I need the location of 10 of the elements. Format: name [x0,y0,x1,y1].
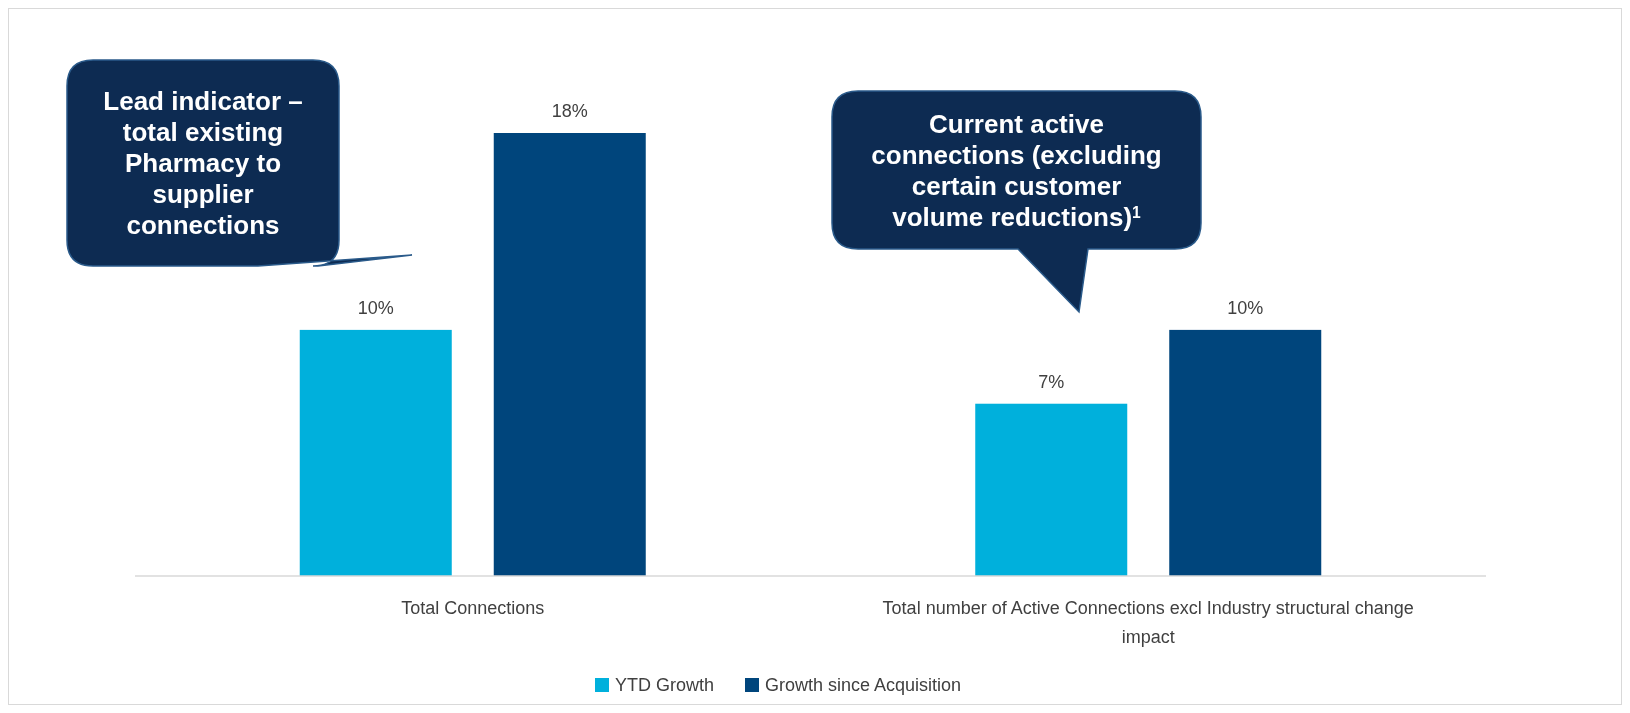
x-tick-label: Total number of Active Connections excl Industry structural change impact [882,598,1414,647]
data-label: 7% [1038,371,1065,392]
legend-label: Growth since Acquisition [765,675,962,695]
data-label: 10% [1227,297,1264,318]
data-label: 10% [357,297,394,318]
legend-label: YTD Growth [615,675,715,695]
data-label: 18% [551,101,588,121]
x-tick-label: Total Connections [401,598,545,618]
annotation: Lead indicator – total existing Pharmacy to supplier connections [103,86,303,240]
annotation: Current active connections (excluding certain customer volume reductions)$^{1}$ [871,108,1162,232]
